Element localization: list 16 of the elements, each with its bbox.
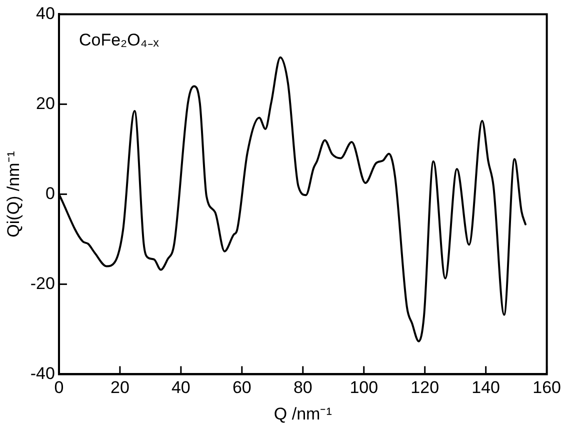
x-tick-label: 160: [532, 378, 562, 398]
y-tick-label: -40: [30, 364, 55, 383]
x-tick-label: 40: [171, 378, 190, 398]
x-tick-label: 120: [410, 378, 440, 398]
y-tick-label: 0: [46, 184, 55, 203]
y-tick-label: 20: [36, 94, 55, 113]
annotation: CoFe₂O₄₋ₓ: [78, 30, 160, 50]
x-axis-title: Q /nm⁻¹: [274, 404, 332, 424]
x-tick-label: 140: [472, 378, 500, 398]
x-tick-label: 100: [350, 378, 378, 398]
y-tick-label: -20: [30, 274, 55, 293]
y-axis-title: Qi(Q) /nm⁻¹: [4, 150, 23, 238]
y-tick-label: 40: [36, 4, 55, 23]
x-tick-label: 20: [110, 378, 130, 398]
x-tick-label: 80: [293, 378, 312, 398]
x-tick-label: 60: [232, 378, 252, 398]
